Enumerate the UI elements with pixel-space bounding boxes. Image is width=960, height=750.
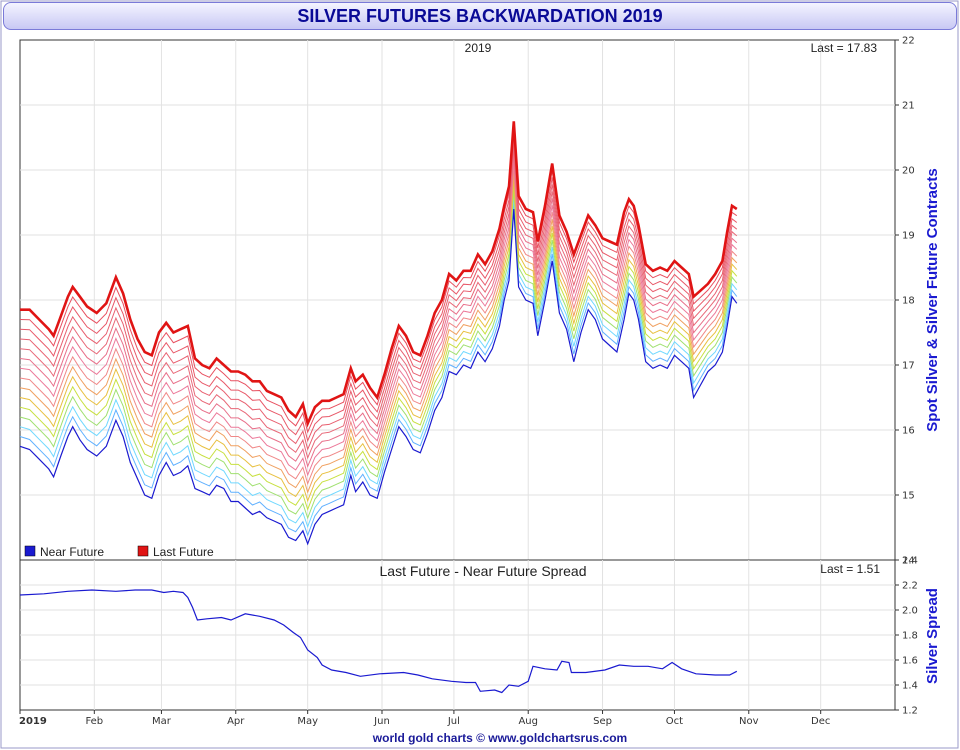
price-last-label: Last = 17.83: [811, 41, 878, 55]
price-y-tick-label: 14: [902, 556, 915, 567]
price-panel-year-label: 2019: [465, 41, 492, 55]
price-panel: 14 15 16 17 18 19 20 21 22 2019 Last = 17.83 Spo…: [19, 36, 941, 567]
legend-swatch-near-future: [24, 545, 36, 557]
legend-label-last-future: Last Future: [153, 545, 214, 559]
price-y-tick-label: 21: [902, 101, 915, 112]
month-label: Nov: [739, 716, 759, 727]
month-label: Feb: [85, 716, 103, 727]
spread-y-axis-label: Silver Spread: [924, 588, 941, 684]
price-y-tick-label: 18: [902, 296, 915, 307]
spread-y-axis: 1.2 1.4 1.6 1.8 2.0 2.2 2.4: [895, 556, 918, 717]
price-series-lines: [19, 121, 738, 546]
near-future-line: [19, 208, 738, 546]
price-y-tick-label: 19: [902, 231, 915, 242]
month-label: May: [297, 716, 318, 727]
spread-last-label: Last = 1.51: [820, 562, 880, 576]
spread-y-tick-label: 1.6: [902, 656, 918, 667]
futures-contract-line: [19, 190, 738, 520]
futures-contract-line: [19, 177, 738, 503]
spread-y-tick-label: 1.2: [902, 706, 918, 717]
futures-contract-line: [19, 133, 738, 443]
spread-y-tick-label: 1.8: [902, 631, 918, 642]
futures-contract-line: [19, 165, 738, 486]
month-label: Dec: [811, 716, 830, 727]
futures-contract-line: [19, 196, 738, 529]
futures-contract-line: [19, 202, 738, 537]
spread-y-tick-label: 1.4: [902, 681, 918, 692]
footer-credit: world gold charts © www.goldchartsrus.co…: [372, 731, 627, 745]
spread-y-tick-label: 2.0: [902, 606, 918, 617]
spread-y-tick-label: 2.4: [902, 556, 918, 567]
month-label: 2019: [19, 716, 47, 727]
price-y-tick-label: 15: [902, 491, 915, 502]
spread-series-lines: [19, 589, 738, 694]
futures-contract-line: [19, 140, 738, 451]
futures-contract-line: [19, 152, 738, 468]
month-label: Jun: [373, 716, 390, 727]
legend-swatch-last-future: [137, 545, 149, 557]
month-label: Jul: [447, 716, 460, 727]
futures-contract-line: [19, 127, 738, 434]
month-label: Apr: [227, 716, 245, 727]
last-future-line: [20, 121, 738, 428]
spread-line: [19, 589, 738, 694]
month-axis: 2019 Feb Mar Apr May Jun Jul Aug Sep Oct Nov Dec: [19, 710, 830, 727]
price-y-axis-label: Spot Silver & Silver Future Contracts: [924, 168, 941, 431]
futures-curve-bands: [19, 127, 738, 537]
month-label: Mar: [152, 716, 172, 727]
price-y-tick-label: 20: [902, 166, 915, 177]
spread-panel: 1.2 1.4 1.6 1.8 2.0 2.2 2.4 Last Future - Near…: [19, 556, 941, 717]
futures-contract-line: [19, 171, 738, 494]
spread-y-tick-label: 2.2: [902, 581, 918, 592]
chart-title: SILVER FUTURES BACKWARDATION 2019: [3, 2, 957, 30]
legend-label-near-future: Near Future: [40, 545, 104, 559]
futures-contract-line: [19, 146, 738, 460]
futures-contract-line: [19, 183, 738, 511]
month-label: Aug: [518, 716, 538, 727]
month-label: Sep: [593, 716, 612, 727]
price-y-axis: 14 15 16 17 18 19 20 21 22: [895, 36, 915, 567]
price-gridlines: [20, 40, 895, 560]
price-y-tick-label: 16: [902, 426, 915, 437]
spread-gridlines: [20, 560, 895, 710]
price-y-tick-label: 17: [902, 361, 915, 372]
spread-panel-title: Last Future - Near Future Spread: [380, 563, 587, 579]
futures-contract-line: [19, 158, 738, 477]
month-label: Oct: [666, 716, 683, 727]
price-y-tick-label: 22: [902, 36, 915, 47]
